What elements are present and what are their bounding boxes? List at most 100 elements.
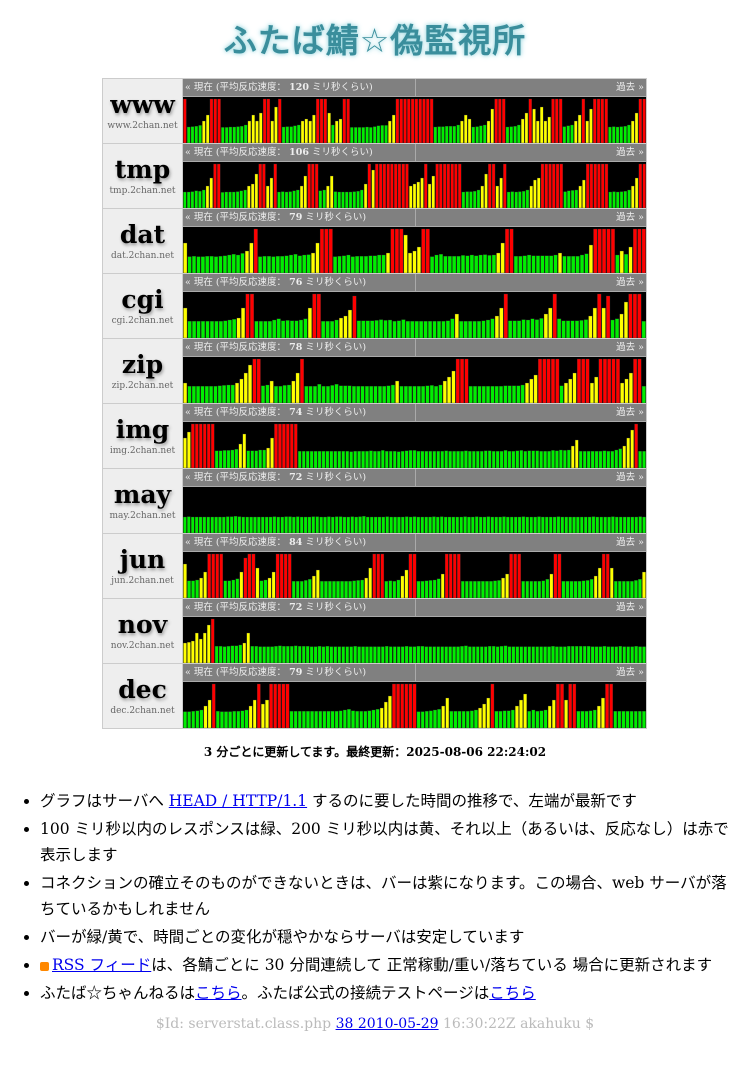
response-bar: [428, 646, 433, 663]
response-bar: [395, 380, 400, 403]
response-bar: [355, 256, 360, 273]
response-bar: [432, 451, 437, 468]
response-bar: [468, 321, 473, 338]
response-bar: [456, 256, 461, 273]
response-bar: [586, 451, 591, 468]
response-bar: [642, 98, 646, 143]
response-bar: [304, 386, 309, 403]
response-bar: [463, 516, 467, 533]
response-bar: [434, 386, 439, 403]
response-bar: [464, 450, 468, 468]
response-bar: [405, 163, 409, 208]
response-bar: [532, 108, 536, 143]
response-bar: [329, 451, 334, 468]
response-bar: [344, 581, 348, 598]
response-bar: [204, 386, 209, 403]
response-bar: [309, 646, 314, 663]
avg-unit: ミリ秒くらい): [305, 602, 367, 613]
current-link[interactable]: « 現在 (平均反応速度：: [185, 342, 287, 353]
response-bar: [611, 516, 615, 533]
response-bar: [217, 385, 222, 403]
response-bar: [306, 254, 311, 273]
current-link[interactable]: « 現在 (平均反応速度：: [185, 472, 287, 483]
response-bar: [612, 191, 616, 208]
server-name: dat: [119, 220, 166, 249]
response-bar: [218, 646, 223, 663]
response-bar: [223, 580, 228, 598]
response-bar: [495, 451, 500, 468]
response-bar: [308, 386, 313, 403]
response-bar: [583, 319, 588, 338]
past-link[interactable]: 過去 »: [616, 147, 644, 158]
head-http-link[interactable]: HEAD / HTTP/1.1: [168, 792, 308, 810]
current-link[interactable]: « 現在 (平均反応速度：: [185, 667, 287, 678]
response-bar: [302, 254, 307, 273]
current-link[interactable]: « 現在 (平均反応速度：: [185, 407, 287, 418]
past-link[interactable]: 過去 »: [616, 667, 644, 678]
response-bar: [294, 320, 299, 338]
note-item: RSS フィードは、各鯖ごとに 30 分間連続して 正常稼動/重い/落ちている …: [40, 952, 730, 978]
response-bar: [611, 358, 616, 403]
response-bar: [334, 319, 339, 338]
current-link[interactable]: « 現在 (平均反応速度：: [185, 82, 287, 93]
response-bar: [230, 645, 235, 663]
response-chart-img: [183, 423, 646, 468]
response-bar: [457, 553, 461, 598]
response-bar: [322, 711, 327, 728]
past-link[interactable]: 過去 »: [616, 212, 644, 223]
response-bar: [544, 163, 548, 208]
server-name: cgi: [121, 285, 164, 314]
response-bar: [570, 124, 574, 143]
connection-test-link[interactable]: こちら: [489, 984, 536, 1002]
response-bar: [341, 191, 345, 208]
past-link[interactable]: 過去 »: [616, 342, 644, 353]
current-link[interactable]: « 現在 (平均反応速度：: [185, 537, 287, 548]
response-bar: [239, 571, 244, 598]
response-bar: [633, 358, 638, 403]
revision-link[interactable]: 38 2010-05-29: [335, 1016, 439, 1032]
response-bar: [222, 255, 227, 273]
response-bar: [455, 358, 460, 403]
response-bar: [414, 321, 419, 338]
past-link[interactable]: 過去 »: [616, 537, 644, 548]
response-bar: [618, 646, 623, 663]
response-bar: [262, 256, 267, 273]
response-bar: [475, 126, 479, 143]
response-bar: [392, 321, 397, 338]
current-link[interactable]: « 現在 (平均反応速度：: [185, 602, 287, 613]
past-link[interactable]: 過去 »: [616, 472, 644, 483]
past-link[interactable]: 過去 »: [616, 82, 644, 93]
response-bar: [481, 386, 486, 403]
current-link[interactable]: « 現在 (平均反応速度：: [185, 212, 287, 223]
response-bar: [331, 124, 335, 143]
response-bar: [585, 120, 589, 143]
response-bar: [571, 256, 576, 273]
response-bar: [381, 516, 386, 533]
response-bar: [255, 120, 259, 143]
response-bar: [363, 711, 368, 728]
rss-feed-link[interactable]: RSS フィード: [52, 956, 152, 974]
response-bar: [593, 98, 597, 143]
futaba-link[interactable]: こちら: [195, 984, 242, 1002]
response-bar: [482, 703, 486, 728]
current-link[interactable]: « 現在 (平均反応速度：: [185, 277, 287, 288]
response-bar: [262, 449, 266, 468]
response-bar: [280, 256, 285, 273]
response-bar: [602, 228, 607, 273]
response-bar: [285, 320, 290, 338]
response-bar: [352, 295, 357, 338]
response-bar: [313, 646, 318, 663]
response-bar: [597, 567, 602, 598]
response-bar: [362, 516, 366, 533]
past-link[interactable]: 過去 »: [616, 277, 644, 288]
current-link[interactable]: « 現在 (平均反応速度：: [185, 147, 287, 158]
response-bar: [601, 307, 606, 338]
response-bar: [564, 699, 568, 728]
response-bar: [369, 386, 374, 403]
response-bar: [323, 98, 327, 143]
past-link[interactable]: 過去 »: [616, 602, 644, 613]
response-bar: [530, 318, 535, 338]
past-link[interactable]: 過去 »: [616, 407, 644, 418]
response-bar: [312, 575, 316, 598]
response-bar: [412, 683, 417, 728]
